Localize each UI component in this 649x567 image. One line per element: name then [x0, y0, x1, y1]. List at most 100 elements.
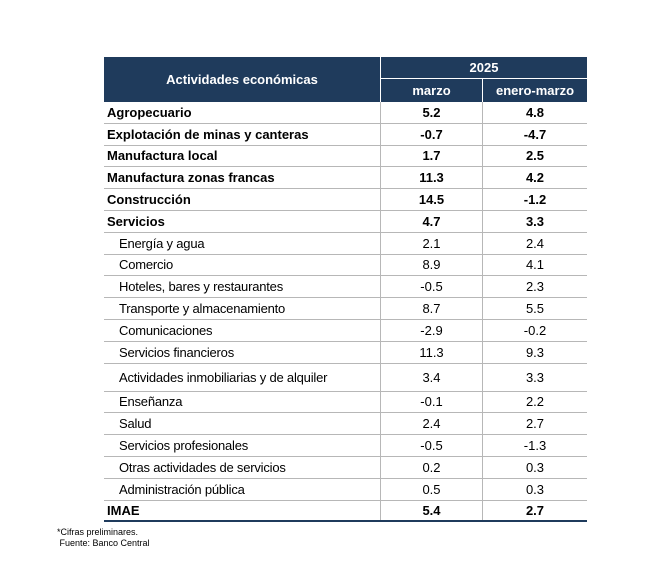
cell-marzo: -2.9 [420, 322, 443, 338]
cell-enero-marzo: 5.5 [525, 301, 545, 317]
column-divider [482, 232, 483, 254]
cell-marzo: 11.3 [419, 344, 444, 360]
table-row: Comunicaciones -2.9 -0.2 [104, 319, 587, 342]
table-row: Hoteles, bares y restaurantes -0.5 2.3 [104, 276, 587, 299]
table-header: Actividades económicas 2025 marzo enero-… [104, 57, 587, 102]
column-divider [380, 456, 381, 478]
column-divider [380, 123, 381, 145]
column-divider [482, 500, 483, 521]
cell-marzo: 3.4 [422, 369, 441, 385]
table-row: Administración pública 0.5 0.3 [104, 478, 587, 501]
header-col-month: marzo [412, 83, 451, 98]
column-divider [482, 435, 483, 456]
row-label: Comercio [119, 257, 174, 273]
column-divider [482, 363, 483, 391]
column-divider [482, 478, 483, 500]
column-divider [482, 254, 483, 276]
row-label: Enseñanza [119, 394, 183, 410]
table-row: Construcción 14.5 -1.2 [104, 189, 587, 211]
cell-marzo: 2.4 [422, 416, 441, 432]
table-row: Agropecuario 5.2 4.8 [104, 102, 587, 124]
cell-enero-marzo: -1.2 [523, 192, 547, 208]
cell-marzo: 0.2 [422, 459, 441, 475]
row-label: Servicios profesionales [119, 438, 249, 454]
cell-enero-marzo: 9.3 [525, 344, 545, 360]
row-label: Construcción [107, 192, 191, 208]
cell-marzo: -0.5 [420, 438, 443, 454]
column-divider [380, 435, 381, 456]
column-divider [380, 167, 381, 189]
table-row: Servicios profesionales -0.5 -1.3 [104, 435, 587, 457]
row-label: Manufactura zonas francas [107, 170, 275, 186]
table-body: Agropecuario 5.2 4.8 Explotación de minas y… [104, 102, 587, 523]
row-label: Servicios financieros [119, 344, 235, 360]
column-divider [380, 413, 381, 435]
table-row: Enseñanza -0.1 2.2 [104, 391, 587, 414]
cell-marzo: 8.7 [422, 301, 441, 317]
column-divider [380, 500, 381, 521]
cell-enero-marzo: -0.2 [523, 322, 547, 338]
row-label: Energía y agua [119, 235, 205, 251]
row-label: Administración pública [119, 481, 245, 497]
column-divider [380, 298, 381, 319]
column-divider [482, 276, 483, 298]
column-divider [380, 145, 381, 167]
cell-enero-marzo: 4.1 [525, 257, 545, 273]
header-activities: Actividades económicas [166, 72, 318, 87]
column-divider [482, 210, 483, 232]
column-divider [380, 363, 381, 391]
cell-enero-marzo: 2.3 [525, 279, 545, 295]
cell-marzo: 4.7 [422, 213, 441, 229]
column-divider [482, 456, 483, 478]
column-divider [482, 298, 483, 319]
column-divider [380, 478, 381, 500]
cell-marzo: 14.5 [418, 192, 445, 208]
column-divider [482, 145, 483, 167]
column-divider [380, 210, 381, 232]
row-label: Explotación de minas y canteras [107, 126, 309, 142]
source-note: Fuente: Banco Central [57, 538, 150, 548]
cell-marzo: 0.5 [422, 481, 441, 497]
column-divider [380, 319, 381, 341]
cell-marzo: 2.1 [422, 235, 441, 251]
cell-marzo: 5.4 [422, 502, 441, 518]
column-divider [380, 232, 381, 254]
cell-enero-marzo: -1.3 [523, 438, 547, 454]
column-divider [380, 341, 381, 363]
cell-enero-marzo: 3.3 [525, 213, 545, 229]
row-label: Actividades inmobiliarias y de alquiler [119, 369, 328, 385]
cell-enero-marzo: 3.3 [525, 369, 545, 385]
cell-enero-marzo: 4.8 [525, 104, 545, 120]
row-label: Agropecuario [107, 104, 192, 120]
table-row: Actividades inmobiliarias y de alquiler 3… [104, 363, 587, 392]
cell-enero-marzo: -4.7 [523, 126, 547, 142]
header-divider [482, 79, 483, 102]
cell-marzo: -0.1 [420, 394, 443, 410]
cell-enero-marzo: 2.7 [525, 502, 545, 518]
column-divider [482, 341, 483, 363]
table-row: IMAE 5.4 2.7 [104, 500, 587, 523]
column-divider [380, 189, 381, 210]
cell-marzo: 1.7 [422, 148, 441, 164]
row-label: IMAE [107, 502, 140, 518]
column-divider [482, 319, 483, 341]
preliminary-note: *Cifras preliminares. [57, 527, 139, 537]
column-divider [380, 391, 381, 413]
row-label: Manufactura local [107, 148, 218, 164]
cell-marzo: 8.9 [422, 257, 441, 273]
row-label: Comunicaciones [119, 322, 213, 338]
table-row: Otras actividades de servicios 0.2 0.3 [104, 456, 587, 479]
cell-enero-marzo: 2.7 [525, 416, 545, 432]
table-row: Servicios financieros 11.3 9.3 [104, 341, 587, 364]
cell-enero-marzo: 2.2 [525, 394, 545, 410]
column-divider [482, 102, 483, 123]
row-label: Hoteles, bares y restaurantes [119, 279, 284, 295]
cell-marzo: -0.5 [420, 279, 443, 295]
column-divider [380, 102, 381, 123]
table-row: Manufactura zonas francas 11.3 4.2 [104, 167, 587, 190]
table-row: Energía y agua 2.1 2.4 [104, 232, 587, 255]
column-divider [482, 391, 483, 413]
column-divider [482, 123, 483, 145]
column-divider [482, 167, 483, 189]
row-label: Servicios [107, 213, 165, 229]
